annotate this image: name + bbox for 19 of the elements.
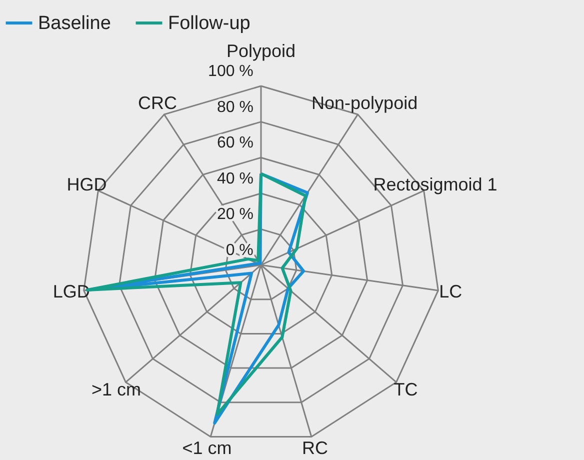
spoke-label: LC (439, 281, 462, 302)
spoke-label: Rectosigmoid 1 (373, 174, 498, 194)
legend-label: Follow-up (168, 13, 250, 34)
spoke-label: LGD (52, 281, 90, 302)
y-tick-label: 40 % (216, 170, 254, 188)
y-tick-label: 80 % (216, 98, 254, 116)
legend-label: Baseline (38, 13, 111, 34)
spoke-label: Polypoid (226, 40, 296, 61)
y-tick-label: 100 % (208, 63, 254, 80)
spoke-label: CRC (138, 92, 177, 113)
spoke-label: <1 cm (182, 438, 232, 458)
spoke-label: HGD (66, 174, 107, 194)
spoke-label: Non-polypoid (312, 92, 418, 113)
spoke-label: TC (394, 379, 418, 400)
y-tick-label: 60 % (216, 134, 254, 152)
y-tick-label: 20 % (216, 206, 254, 224)
spoke-label: RC (302, 438, 328, 458)
spoke-label: >1 cm (91, 379, 142, 400)
y-tick-label: 0 % (226, 242, 254, 259)
